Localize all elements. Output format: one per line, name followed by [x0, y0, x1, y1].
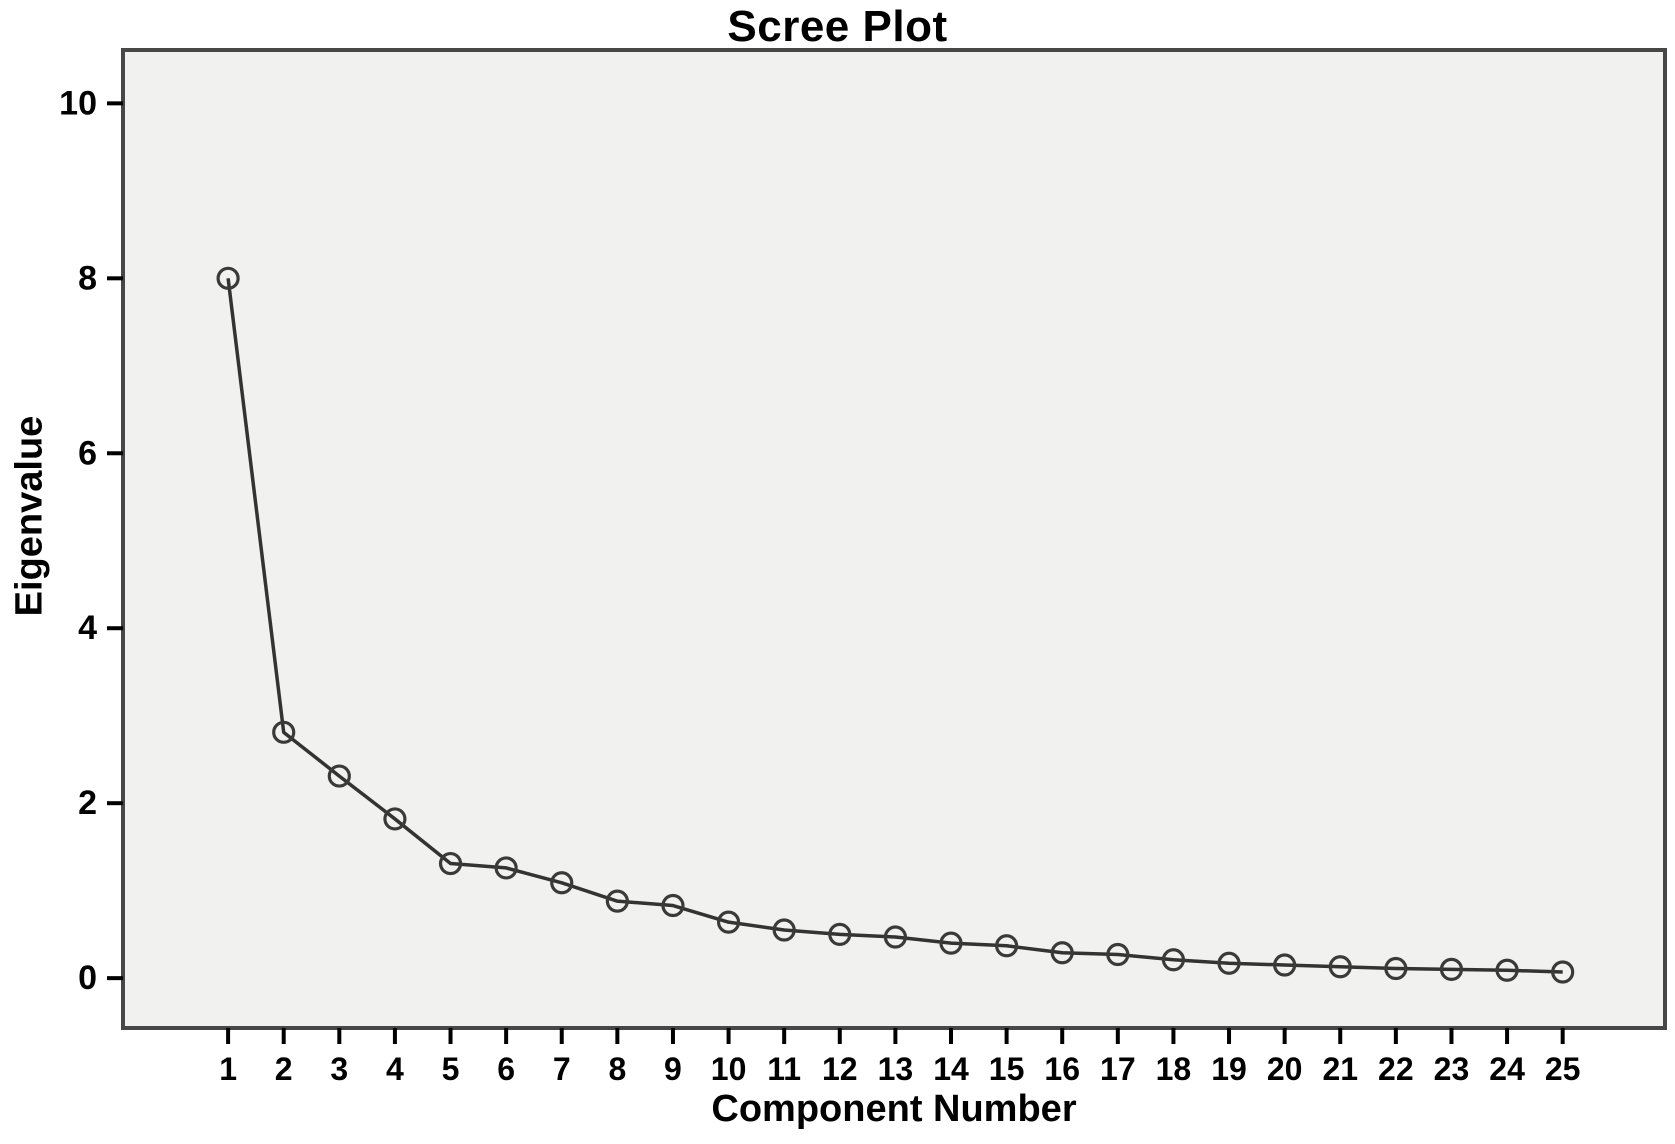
data-point-marker: [550, 871, 574, 895]
x-axis-tick-label: 18: [1156, 1051, 1192, 1087]
x-axis-tick-label: 20: [1267, 1051, 1303, 1087]
data-point-marker: [661, 893, 685, 918]
plot-area-background: [123, 50, 1665, 1028]
x-axis-tick-label: 2: [275, 1051, 293, 1087]
x-axis-tick-label: 10: [711, 1051, 747, 1087]
data-point-marker: [1495, 958, 1519, 982]
x-axis-tick-label: 6: [497, 1051, 515, 1087]
data-point-marker: [1328, 955, 1352, 979]
data-point-marker: [1439, 957, 1464, 981]
data-point-marker: [327, 764, 351, 788]
x-axis-tick-label: 9: [664, 1051, 682, 1087]
data-point-marker: [1217, 951, 1241, 975]
data-point-marker: [272, 720, 296, 744]
x-axis-title: Component Number: [711, 1088, 1077, 1130]
x-axis-tick-label: 12: [822, 1051, 858, 1087]
x-axis-tick-label: 24: [1489, 1051, 1525, 1087]
data-point-marker: [1551, 960, 1575, 984]
data-point-marker: [1106, 942, 1130, 967]
x-axis-tick-label: 16: [1044, 1051, 1080, 1087]
y-axis-tick-label: 6: [78, 434, 97, 472]
data-point-marker: [216, 266, 240, 290]
x-axis-tick-label: 3: [330, 1051, 348, 1087]
x-axis-tick-label: 5: [442, 1051, 460, 1087]
data-point-marker: [383, 807, 407, 831]
y-axis-tick-label: 2: [78, 784, 97, 822]
y-axis-tick-label: 8: [78, 259, 97, 297]
data-point-marker: [438, 851, 463, 876]
x-axis-tick-label: 4: [386, 1051, 404, 1087]
x-axis-tick-label: 8: [608, 1051, 626, 1087]
x-axis-tick-label: 17: [1100, 1051, 1136, 1087]
y-axis-tick-label: 10: [59, 84, 97, 122]
x-axis-tick-label: 22: [1378, 1051, 1414, 1087]
x-axis-tick-label: 19: [1211, 1051, 1247, 1087]
y-axis-tick-label: 0: [78, 959, 97, 997]
x-axis-tick-label: 15: [989, 1051, 1025, 1087]
x-axis-tick-label: 7: [553, 1051, 571, 1087]
x-axis-tick-label: 13: [878, 1051, 914, 1087]
data-point-marker: [772, 918, 796, 942]
data-point-marker: [1050, 941, 1074, 965]
data-point-marker: [605, 889, 629, 913]
data-point-marker: [716, 910, 741, 934]
data-point-marker: [939, 931, 963, 955]
data-point-marker: [828, 922, 852, 946]
x-axis-tick-label: 21: [1322, 1051, 1358, 1087]
x-axis-tick-label: 14: [933, 1051, 969, 1087]
y-axis-tick-label: 4: [78, 609, 97, 647]
data-point-marker: [1161, 948, 1186, 972]
x-axis-tick-label: 23: [1434, 1051, 1470, 1087]
data-point-marker: [1273, 953, 1297, 977]
data-point-marker: [1384, 956, 1408, 981]
data-point-marker: [494, 856, 518, 880]
chart-title: Scree Plot: [727, 2, 948, 51]
x-axis-tick-label: 25: [1545, 1051, 1581, 1087]
data-point-marker: [995, 934, 1019, 958]
data-point-marker: [883, 925, 907, 949]
x-axis-tick-label: 1: [219, 1051, 237, 1087]
x-axis-tick-label: 11: [767, 1051, 801, 1087]
series-line: [226, 278, 1563, 974]
